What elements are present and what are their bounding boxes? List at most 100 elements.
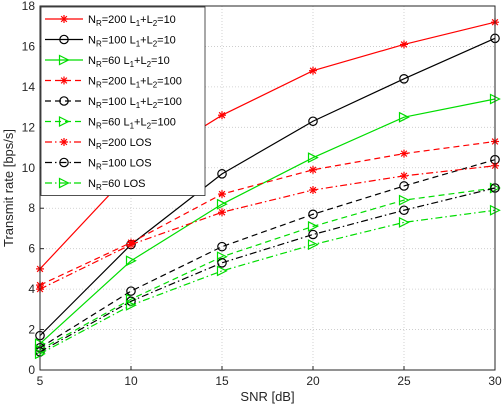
data-point-star [400, 40, 408, 49]
legend-label: NR=200 LOS [88, 137, 152, 151]
legend-label-part: N [88, 137, 96, 149]
data-point-triangle [216, 265, 228, 277]
data-point-circle [126, 286, 136, 296]
legend-label-part: R [96, 40, 102, 49]
legend-label-part: =200 L [102, 14, 136, 26]
y-tick-label: 18 [22, 0, 36, 13]
legend-entry: NR=200 L1+L2=100 [45, 76, 182, 90]
legend-label-part: =60 L [102, 117, 130, 129]
legend-label-part: N [88, 178, 96, 190]
legend-label-part: N [88, 96, 96, 108]
legend-entry: NR=60 LOS [45, 177, 145, 192]
y-tick-label: 2 [28, 323, 35, 337]
legend-entry: NR=200 LOS [45, 137, 152, 151]
data-point-triangle [125, 299, 137, 311]
legend-label-part: R [96, 81, 102, 90]
data-point-star [60, 15, 68, 23]
x-axis-label: SNR [dB] [240, 389, 294, 404]
data-point-triangle [216, 198, 228, 210]
data-point-circle [308, 209, 318, 220]
legend-label-part: =100 L [102, 96, 136, 108]
legend-label-part: +L [134, 117, 147, 129]
legend-label-part: 2 [153, 81, 158, 90]
legend-label: NR=200 L1+L2=100 [88, 76, 182, 90]
data-point-triangle [58, 177, 70, 189]
legend-label: NR=60 L1+L2=10 [88, 55, 170, 69]
legend-label-part: 1 [136, 101, 141, 110]
legend-label-part: +L [140, 14, 153, 26]
legend-entry: NR=100 L1+L2=100 [45, 96, 182, 110]
y-tick-label: 4 [28, 282, 35, 296]
legend-label-part: R [96, 183, 102, 192]
legend-label-part: N [88, 35, 96, 47]
data-point-star [309, 66, 317, 75]
data-point-circle [217, 258, 227, 268]
legend-label-part: +L [134, 55, 147, 67]
legend-label: NR=200 L1+L2=10 [88, 14, 176, 28]
x-tick-label: 15 [215, 374, 229, 388]
legend-label-part: +L [140, 35, 153, 47]
legend-entry: NR=200 L1+L2=10 [45, 14, 176, 28]
data-point-triangle [398, 216, 410, 228]
legend-label-part: 1 [136, 40, 141, 49]
legend-entry: NR=60 L1+L2=100 [45, 116, 176, 131]
legend-label-part: 1 [136, 81, 141, 90]
data-point-triangle [58, 116, 70, 127]
data-point-triangle [58, 54, 70, 66]
plot-frame [39, 5, 496, 371]
data-point-star [60, 138, 68, 146]
series-line [39, 98, 496, 345]
legend-label-part: R [96, 60, 102, 69]
data-point-circle [399, 205, 409, 216]
series-8 [35, 183, 500, 357]
y-tick-label: 14 [22, 80, 36, 94]
legend-label-part: =100 [157, 76, 182, 88]
legend-label: NR=100 L1+L2=10 [88, 35, 176, 49]
data-point-circle [308, 229, 318, 240]
y-axis-label: Transmit rate [bps/s] [1, 129, 16, 247]
legend-label-part: =100 L [102, 35, 136, 47]
y-tick-label: 0 [28, 363, 35, 377]
legend-label-part: 1 [136, 19, 141, 28]
legend-label-part: =10 [157, 14, 176, 26]
data-point-triangle [398, 194, 410, 206]
data-point-star [127, 240, 135, 249]
data-point-star [400, 171, 408, 180]
legend-label-part: =200 L [102, 76, 136, 88]
data-point-star [218, 190, 226, 199]
legend-label-part: =100 [157, 96, 182, 108]
legend-label-part: =100 LOS [102, 158, 152, 170]
data-point-star [309, 165, 317, 174]
legend-label-part: N [88, 76, 96, 88]
series-line [39, 187, 496, 353]
legend-label: NR=60 LOS [88, 178, 145, 192]
legend-label-part: =10 [157, 35, 176, 47]
data-point-circle [399, 181, 409, 191]
data-point-star [400, 149, 408, 158]
legend-entry: NR=100 LOS [45, 158, 152, 172]
x-tick-label: 20 [306, 374, 320, 388]
legend-label-part: 2 [147, 60, 152, 69]
legend-label-part: =200 LOS [102, 137, 152, 149]
data-point-star [218, 208, 226, 217]
legend-label-part: R [96, 101, 102, 110]
y-tick-label: 6 [28, 242, 35, 256]
legend-label-part: +L [140, 96, 153, 108]
data-point-circle [217, 169, 227, 179]
x-axis-ticks: 5 10 15 20 25 30 [37, 366, 502, 388]
legend-label-part: 2 [153, 101, 158, 110]
data-point-triangle [307, 239, 319, 251]
y-tick-label: 10 [22, 161, 36, 175]
y-tick-label: 8 [28, 201, 35, 215]
data-point-triangle [125, 255, 137, 267]
data-point-triangle [398, 111, 410, 123]
legend-label-part: 1 [130, 60, 135, 69]
data-point-star [218, 111, 226, 120]
data-point-triangle [307, 220, 319, 232]
legend-label-part: +L [140, 76, 153, 88]
y-tick-label: 16 [22, 39, 36, 53]
legend-label: NR=60 L1+L2=100 [88, 117, 176, 131]
series-7 [36, 161, 499, 294]
